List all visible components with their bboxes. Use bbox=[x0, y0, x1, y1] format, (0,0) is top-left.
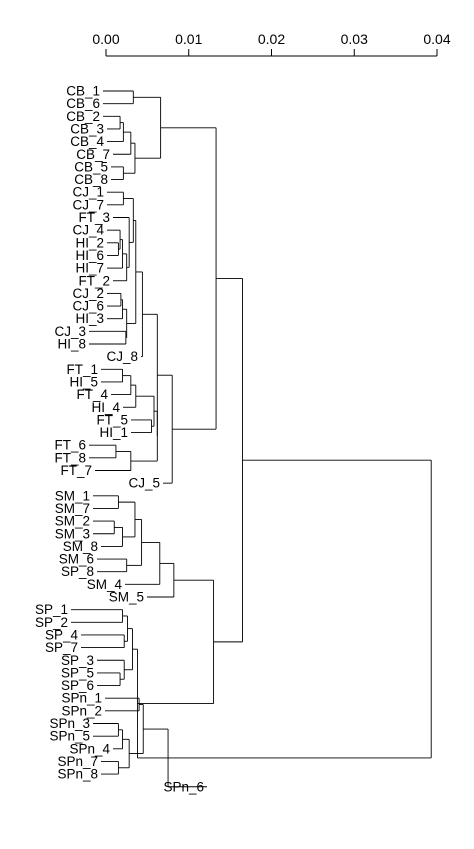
leaf-label: SPn_3 bbox=[49, 716, 90, 731]
leaf-label: SPn_2 bbox=[61, 703, 102, 718]
leaf-label: FT_8 bbox=[54, 450, 86, 465]
leaf-label: HI_6 bbox=[75, 248, 104, 263]
leaf-label: FT_6 bbox=[54, 438, 86, 453]
leaf-label: SPn_8 bbox=[57, 767, 98, 782]
axis-tick-label: 0.01 bbox=[175, 31, 202, 47]
leaf-label: CJ_6 bbox=[72, 299, 104, 314]
leaf-label: SP_7 bbox=[45, 640, 78, 655]
leaf-label: HI_2 bbox=[75, 235, 104, 250]
leaf-label: HI_4 bbox=[91, 400, 120, 415]
leaf-label: HI_3 bbox=[75, 311, 104, 326]
leaf-label: SM_1 bbox=[55, 488, 90, 503]
axis-tick-label: 0.00 bbox=[92, 31, 119, 47]
leaf-label: FT_2 bbox=[78, 273, 110, 288]
leaf-label: CJ_2 bbox=[72, 286, 104, 301]
leaf-label: SP_5 bbox=[61, 665, 94, 680]
leaf-label: CB_6 bbox=[66, 96, 100, 111]
leaf-label: CB_5 bbox=[74, 159, 108, 174]
leaf-label: CB_7 bbox=[76, 147, 110, 162]
dendrogram-branches bbox=[71, 90, 432, 788]
axis-tick-label: 0.02 bbox=[258, 31, 285, 47]
leaf-labels: CB_1CB_6CB_2CB_3CB_4CB_7CB_5CB_8CJ_1CJ_7… bbox=[35, 84, 204, 795]
leaf-label: CB_2 bbox=[66, 109, 100, 124]
leaf-label: SM_8 bbox=[63, 539, 98, 554]
leaf-label: FT_7 bbox=[60, 463, 92, 478]
leaf-label: SM_2 bbox=[55, 514, 90, 529]
leaf-label: SP_2 bbox=[35, 615, 68, 630]
leaf-label: SM_6 bbox=[59, 552, 94, 567]
leaf-label: CJ_1 bbox=[72, 185, 104, 200]
leaf-label: SP_3 bbox=[61, 653, 94, 668]
leaf-label: CJ_8 bbox=[106, 349, 138, 364]
leaf-label: HI_5 bbox=[69, 374, 98, 389]
leaf-label: SPn_6 bbox=[163, 779, 204, 794]
leaf-label: SM_5 bbox=[109, 590, 144, 605]
leaf-label: CJ_4 bbox=[72, 223, 104, 238]
leaf-label: CJ_3 bbox=[54, 324, 86, 339]
leaf-label: HI_8 bbox=[57, 337, 86, 352]
leaf-label: SPn_1 bbox=[61, 691, 102, 706]
leaf-label: SPn_4 bbox=[69, 741, 110, 756]
leaf-label: SM_3 bbox=[55, 526, 90, 541]
leaf-label: FT_3 bbox=[78, 210, 110, 225]
leaf-label: FT_5 bbox=[96, 412, 128, 427]
leaf-label: SP_1 bbox=[35, 602, 68, 617]
leaf-label: CB_1 bbox=[66, 84, 100, 99]
leaf-label: HI_1 bbox=[99, 425, 128, 440]
leaf-label: SM_4 bbox=[87, 577, 123, 592]
leaf-label: FT_1 bbox=[66, 362, 98, 377]
leaf-label: CJ_7 bbox=[72, 197, 104, 212]
leaf-label: CB_4 bbox=[70, 134, 104, 149]
leaf-label: SP_4 bbox=[45, 627, 79, 642]
leaf-label: CB_8 bbox=[74, 172, 108, 187]
leaf-label: SP_8 bbox=[61, 564, 94, 579]
leaf-label: SPn_7 bbox=[57, 754, 98, 769]
top-axis: 0.00 0.01 0.02 0.03 0.04 bbox=[92, 31, 451, 57]
leaf-label: CJ_5 bbox=[128, 476, 160, 491]
axis-tick-label: 0.03 bbox=[341, 31, 368, 47]
leaf-label: FT_4 bbox=[76, 387, 108, 402]
leaf-label: SP_6 bbox=[61, 678, 94, 693]
leaf-label: CB_3 bbox=[70, 121, 104, 136]
leaf-label: SPn_5 bbox=[49, 729, 90, 744]
axis-tick-label: 0.04 bbox=[423, 31, 450, 47]
leaf-label: SM_7 bbox=[55, 501, 90, 516]
leaf-label: HI_7 bbox=[75, 261, 104, 276]
